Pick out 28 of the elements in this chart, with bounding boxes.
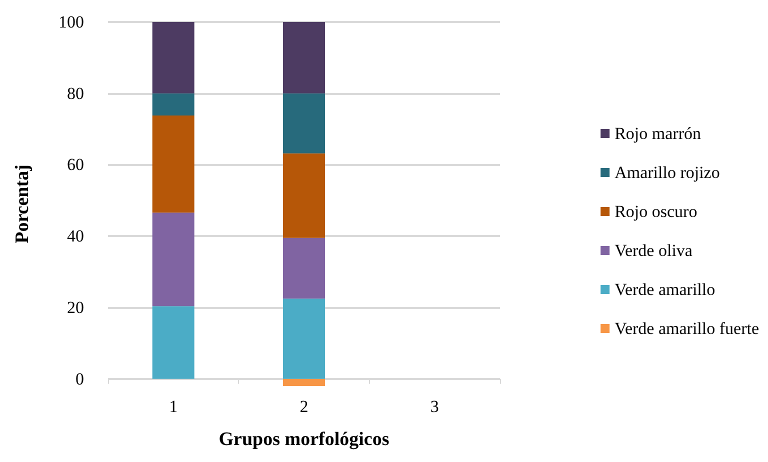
y-tick-label: 40 — [67, 226, 84, 246]
x-tick-label: 1 — [169, 397, 178, 416]
x-axis-title: Grupos morfológicos — [218, 429, 390, 450]
y-tick-label: 80 — [67, 84, 84, 103]
bar — [283, 153, 325, 238]
legend-label: Verde amarillo — [614, 280, 716, 299]
bar — [283, 93, 325, 154]
bar — [283, 378, 325, 386]
bar — [152, 116, 194, 213]
y-tick-label: 0 — [76, 369, 84, 388]
bar — [283, 22, 325, 94]
legend-label: Verde amarillo fuerte — [614, 319, 760, 338]
bar — [283, 298, 325, 379]
bar — [152, 212, 194, 306]
legend-label: Amarillo rojizo — [614, 163, 720, 182]
y-tick-label: 60 — [67, 155, 84, 174]
x-tick-label: 3 — [430, 397, 439, 416]
legend-label: Rojo marrón — [614, 124, 702, 143]
bar — [283, 238, 325, 299]
y-tick-label: 20 — [67, 298, 84, 317]
y-tick-label: 100 — [58, 12, 84, 32]
legend-label: Rojo oscuro — [614, 202, 698, 221]
bar — [152, 93, 194, 116]
bar — [152, 306, 194, 379]
bar — [152, 22, 194, 94]
x-tick-label: 2 — [300, 397, 308, 416]
y-axis-title: Porcentaj — [12, 164, 33, 244]
legend-label: Verde oliva — [614, 241, 693, 260]
